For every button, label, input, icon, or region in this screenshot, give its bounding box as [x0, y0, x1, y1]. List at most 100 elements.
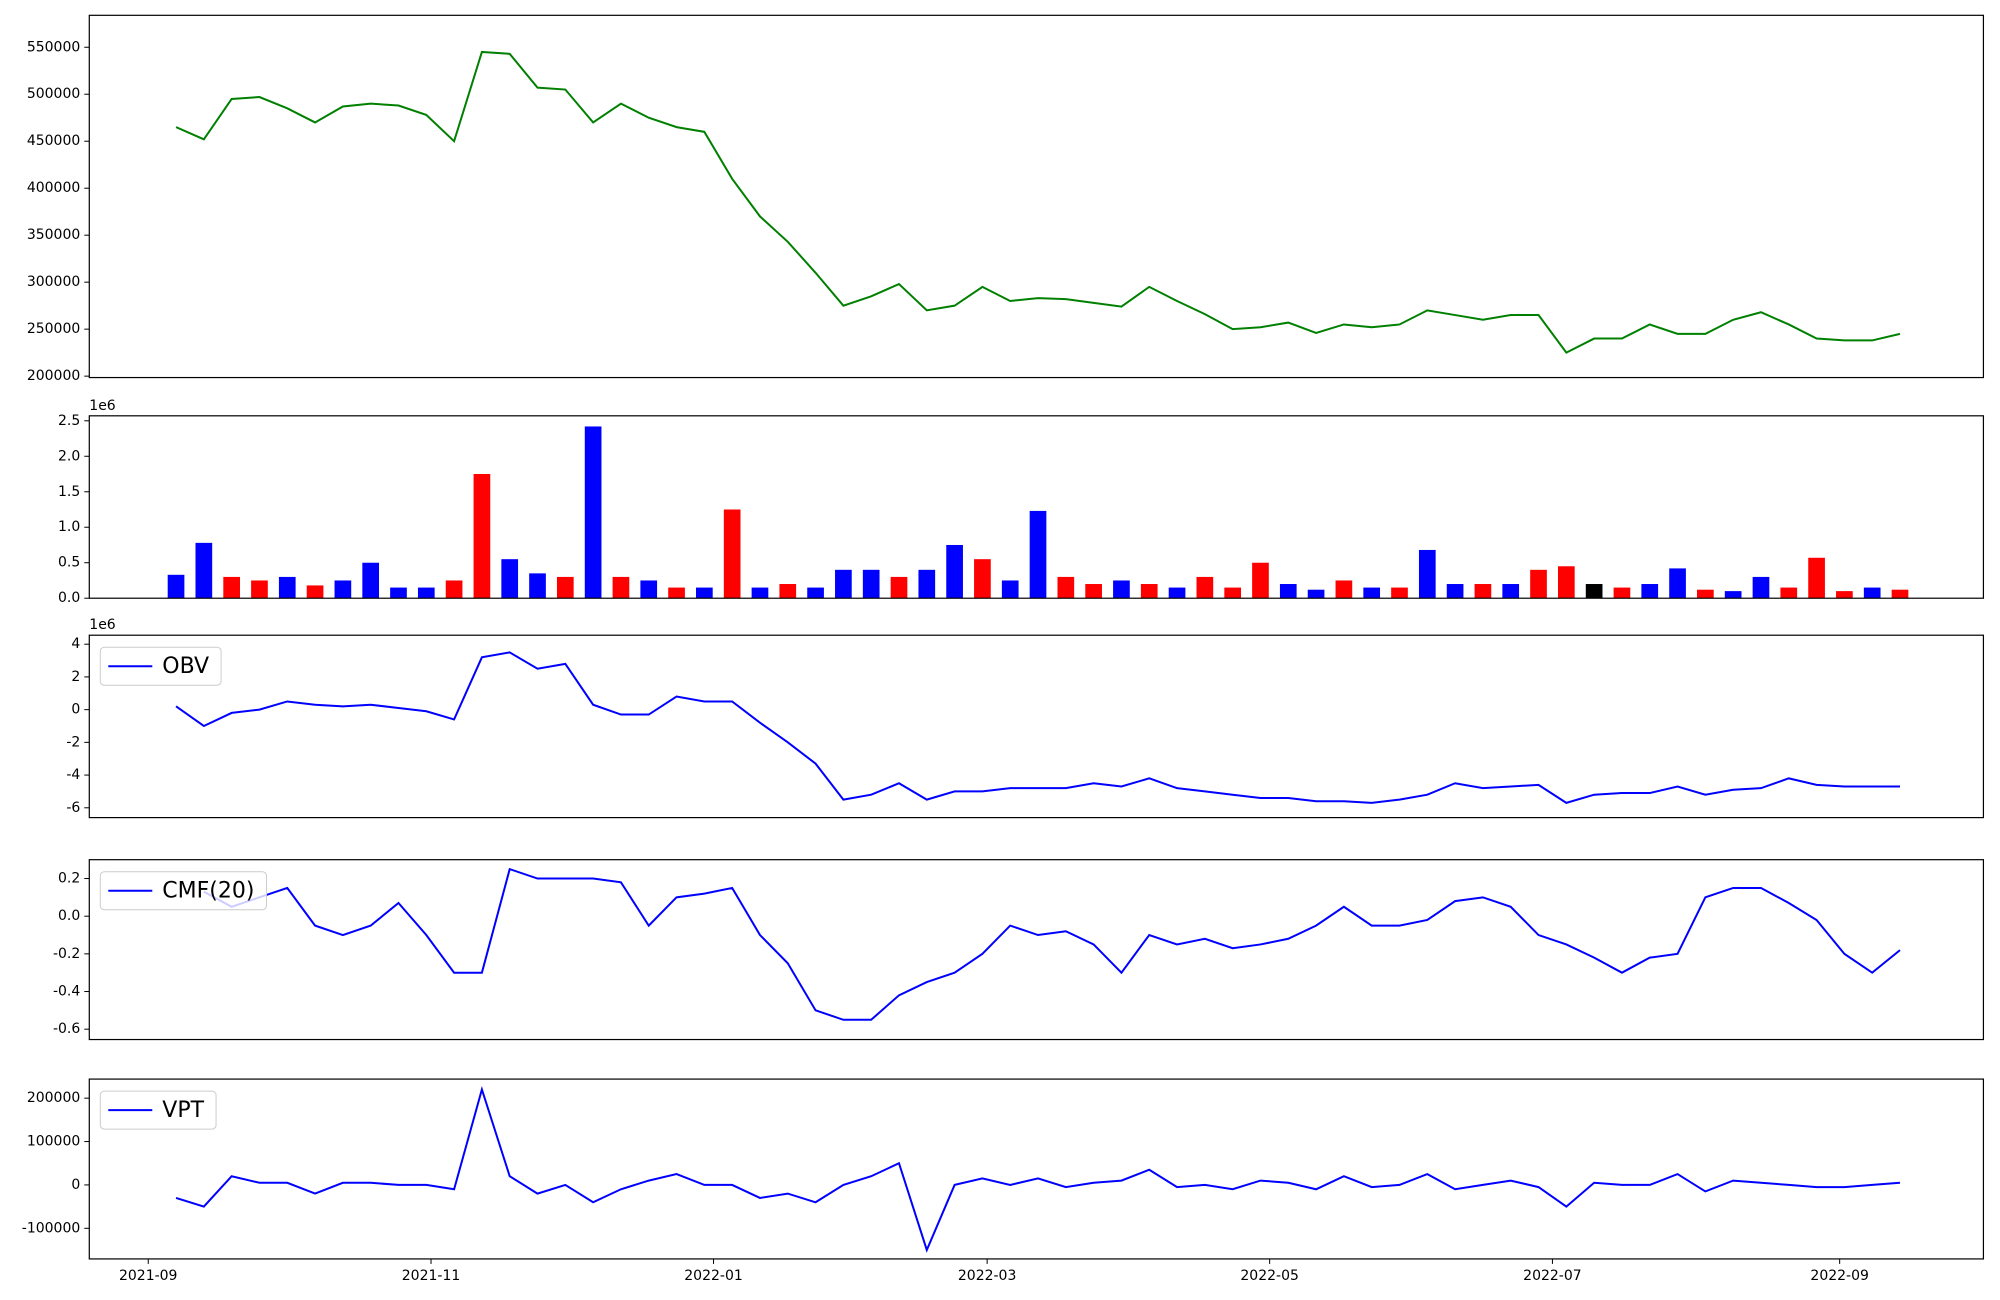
- bar: [696, 587, 713, 599]
- legend-text: VPT: [162, 1098, 204, 1123]
- bar: [1391, 587, 1408, 599]
- y-tick-label: 1.0: [58, 519, 80, 535]
- y-tick-label: -2: [66, 734, 80, 750]
- y-tick-label: -100000: [22, 1220, 81, 1236]
- legend-text: CMF(20): [162, 879, 254, 904]
- bar: [1669, 568, 1686, 599]
- line: [175, 651, 1900, 804]
- bar: [862, 569, 880, 599]
- line: [203, 867, 1901, 1021]
- axis-offset-text: 1e6: [89, 398, 116, 414]
- bar: [1697, 589, 1714, 599]
- y-tick-label: -0.6: [53, 1021, 80, 1037]
- bar: [779, 584, 797, 599]
- bar: [1029, 510, 1047, 599]
- bar: [306, 585, 324, 599]
- bar: [362, 562, 380, 599]
- y-tick-label: -0.4: [53, 984, 80, 1000]
- y-tick-label: 300000: [27, 274, 80, 290]
- bar: [501, 559, 519, 599]
- bar: [1279, 584, 1297, 599]
- bar: [1780, 587, 1798, 599]
- legend-box: [99, 646, 222, 686]
- bar: [807, 587, 824, 599]
- bar: [1224, 587, 1242, 599]
- bar: [1641, 584, 1659, 599]
- bar: [390, 587, 407, 599]
- plot-frame: [88, 634, 1985, 819]
- bar: [1474, 584, 1492, 599]
- bar: [223, 576, 240, 599]
- y-tick-label: 250000: [27, 321, 80, 337]
- y-tick-label: 0.5: [58, 555, 80, 571]
- plot-frame: [88, 415, 1985, 599]
- y-tick-label: 0.0: [58, 590, 80, 606]
- x-tick-label: 2022-03: [958, 1268, 1017, 1284]
- bar: [1113, 580, 1130, 599]
- y-tick-label: -6: [66, 800, 80, 816]
- x-tick-label: 2022-05: [1240, 1268, 1299, 1284]
- bar: [1836, 591, 1853, 599]
- y-tick-label: 0.2: [58, 871, 80, 887]
- bar: [417, 587, 435, 599]
- bar: [445, 580, 463, 599]
- bar: [974, 559, 991, 599]
- bar: [1863, 587, 1881, 599]
- legend-box: [99, 871, 267, 911]
- bar: [612, 576, 630, 599]
- bar: [723, 509, 741, 599]
- bar: [251, 580, 268, 599]
- bar: [556, 576, 574, 599]
- bar: [1001, 580, 1019, 599]
- legend-text: OBV: [162, 654, 209, 679]
- bar: [1613, 587, 1631, 599]
- x-tick-label: 2022-01: [684, 1268, 743, 1284]
- y-tick-label: 2.5: [58, 413, 80, 429]
- bar: [1335, 580, 1353, 599]
- bar: [835, 569, 852, 599]
- bar: [167, 574, 185, 599]
- y-tick-label: 200000: [27, 368, 80, 384]
- x-tick-label: 2021-11: [402, 1268, 461, 1284]
- x-tick-label: 2022-07: [1523, 1268, 1582, 1284]
- bar: [890, 576, 908, 599]
- bar: [1557, 566, 1575, 599]
- bar: [278, 576, 296, 599]
- bar: [584, 426, 602, 599]
- y-tick-label: 350000: [27, 227, 80, 243]
- bar: [668, 587, 685, 599]
- y-tick-label: 1.5: [58, 484, 80, 500]
- bar: [529, 573, 546, 599]
- bar: [1724, 591, 1742, 599]
- y-tick-label: 2.0: [58, 448, 80, 464]
- y-tick-label: 0: [71, 1177, 80, 1193]
- bar: [1752, 576, 1770, 599]
- y-tick-label: 500000: [27, 86, 80, 102]
- y-tick-label: 200000: [27, 1090, 80, 1106]
- plot-frame: [88, 14, 1985, 379]
- bar: [473, 474, 491, 599]
- bar: [334, 580, 352, 599]
- bar: [1252, 562, 1269, 599]
- bar: [751, 587, 769, 599]
- bar: [1057, 576, 1075, 599]
- bar: [1307, 589, 1325, 599]
- bar: [1196, 576, 1214, 599]
- line: [175, 1086, 1901, 1253]
- bar: [918, 569, 936, 599]
- bar: [1585, 584, 1603, 599]
- y-tick-label: 2: [71, 669, 80, 685]
- y-tick-label: 0.0: [58, 908, 80, 924]
- y-tick-label: -4: [66, 767, 80, 783]
- bar: [1530, 569, 1547, 599]
- y-tick-label: -0.2: [53, 946, 80, 962]
- bar: [640, 580, 658, 599]
- plot-frame: [88, 859, 1985, 1041]
- bar: [1168, 587, 1186, 599]
- bar: [1446, 584, 1464, 599]
- line: [175, 50, 1901, 354]
- x-tick-label: 2022-09: [1810, 1268, 1869, 1284]
- bar: [1085, 584, 1102, 599]
